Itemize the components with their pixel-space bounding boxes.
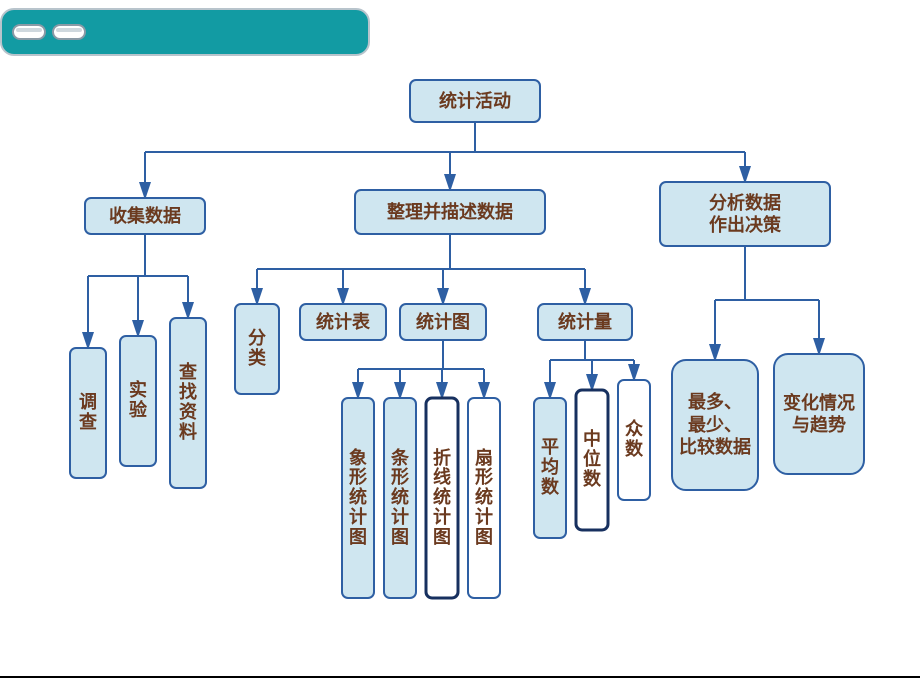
node-pictog: 象 形 统 计 图	[342, 398, 374, 598]
node-pie: 扇 形 统 计 图	[468, 398, 500, 598]
node-label: 众 数	[618, 380, 650, 500]
node-survey: 调 查	[70, 348, 106, 478]
node-label: 统计图	[400, 304, 486, 340]
node-label: 中 位 数	[576, 390, 608, 530]
node-statfig: 统计图	[400, 304, 486, 340]
node-label: 收集数据	[85, 198, 205, 234]
node-lookup: 查 找 资 料	[170, 318, 206, 488]
node-statqty: 统计量	[538, 304, 632, 340]
node-label: 象 形 统 计 图	[342, 398, 374, 598]
node-label: 统计活动	[410, 80, 540, 122]
node-label: 统计量	[538, 304, 632, 340]
node-label: 条 形 统 计 图	[384, 398, 416, 598]
node-analyze: 分析数据 作出决策	[660, 182, 830, 246]
node-classify: 分 类	[235, 304, 279, 394]
node-label: 平 均 数	[534, 398, 566, 538]
node-label: 折 线 统 计 图	[426, 398, 458, 598]
node-line: 折 线 统 计 图	[426, 398, 458, 598]
node-mean: 平 均 数	[534, 398, 566, 538]
node-label: 分析数据 作出决策	[660, 182, 830, 246]
spiral-hole	[52, 24, 86, 40]
node-label: 调 查	[70, 348, 106, 478]
node-desc: 整理并描述数据	[355, 190, 545, 234]
node-label: 整理并描述数据	[355, 190, 545, 234]
node-exper: 实 验	[120, 336, 156, 466]
node-label: 扇 形 统 计 图	[468, 398, 500, 598]
spiral-binding	[0, 8, 370, 56]
node-label: 统计表	[300, 304, 386, 340]
node-label: 分 类	[235, 304, 279, 394]
node-stattab: 统计表	[300, 304, 386, 340]
node-bar: 条 形 统 计 图	[384, 398, 416, 598]
node-mode: 众 数	[618, 380, 650, 500]
node-label: 变化情况 与趋势	[774, 354, 864, 474]
footer-divider	[0, 676, 920, 678]
node-collect: 收集数据	[85, 198, 205, 234]
node-label: 查 找 资 料	[170, 318, 206, 488]
node-root: 统计活动	[410, 80, 540, 122]
node-label: 实 验	[120, 336, 156, 466]
spiral-hole	[12, 24, 46, 40]
node-label: 最多、 最少、 比较数据	[672, 360, 758, 490]
node-median: 中 位 数	[576, 390, 608, 530]
node-maxmin: 最多、 最少、 比较数据	[672, 360, 758, 490]
node-trend: 变化情况 与趋势	[774, 354, 864, 474]
tree-diagram: 统计活动收集数据 整理并描述数据 分析数据 作出决策调 查实 验查 找 资 料分 类…	[60, 70, 880, 650]
